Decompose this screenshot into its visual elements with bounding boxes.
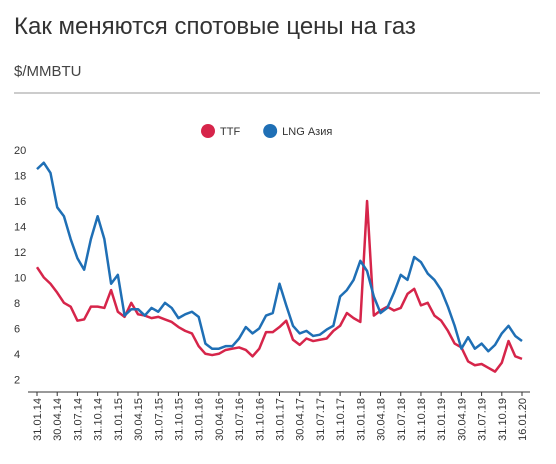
legend-marker — [263, 124, 278, 138]
legend-label: TTF — [220, 126, 240, 138]
x-tick-label: 31.01.19 — [436, 398, 448, 441]
x-tick-label: 31.01.16 — [194, 398, 206, 441]
x-tick-label: 31.01.14 — [32, 398, 44, 441]
x-tick-label: 31.07.15 — [153, 398, 165, 441]
y-tick-label: 4 — [14, 349, 20, 361]
x-tick-label: 31.10.17 — [335, 398, 347, 441]
x-tick-label: 31.10.14 — [93, 398, 105, 441]
x-tick-label: 30.04.19 — [456, 398, 468, 441]
series-line — [35, 199, 523, 373]
legend-marker — [201, 124, 215, 138]
x-tick-label: 16.01.20 — [517, 398, 529, 441]
series-line — [36, 161, 523, 353]
y-tick-label: 20 — [14, 145, 26, 157]
x-tick-label: 31.01.18 — [355, 398, 367, 441]
y-tick-label: 6 — [14, 323, 20, 335]
y-tick-label: 14 — [14, 221, 26, 233]
x-tick-label: 31.10.19 — [497, 398, 509, 441]
x-tick-label: 31.07.16 — [234, 398, 246, 441]
x-tick-label: 31.07.14 — [72, 398, 84, 441]
x-tick-label: 30.04.16 — [214, 398, 226, 441]
x-tick-label: 31.07.17 — [315, 398, 327, 441]
x-tick-label: 31.10.16 — [254, 398, 266, 441]
y-tick-label: 10 — [14, 272, 26, 284]
x-tick-label: 30.04.14 — [52, 398, 64, 441]
x-tick-label: 30.04.17 — [295, 398, 307, 441]
chart-subtitle: $/MMBTU — [14, 63, 82, 80]
x-tick-label: 30.04.18 — [376, 398, 388, 441]
x-tick-label: 31.07.19 — [477, 398, 489, 441]
y-tick-label: 16 — [14, 196, 26, 208]
x-tick-label: 30.04.15 — [133, 398, 145, 441]
x-tick-label: 31.01.15 — [113, 398, 125, 441]
x-tick-label: 31.07.18 — [396, 398, 408, 441]
x-tick-label: 31.01.17 — [275, 398, 287, 441]
y-tick-label: 8 — [14, 298, 20, 310]
y-tick-label: 18 — [14, 170, 26, 182]
y-tick-label: 12 — [14, 247, 26, 259]
x-tick-label: 31.10.18 — [416, 398, 428, 441]
x-tick-label: 31.10.15 — [173, 398, 185, 441]
legend-label: LNG Азия — [282, 126, 332, 138]
chart-title: Как меняются спотовые цены на газ — [14, 13, 416, 40]
y-tick-label: 2 — [14, 374, 20, 386]
